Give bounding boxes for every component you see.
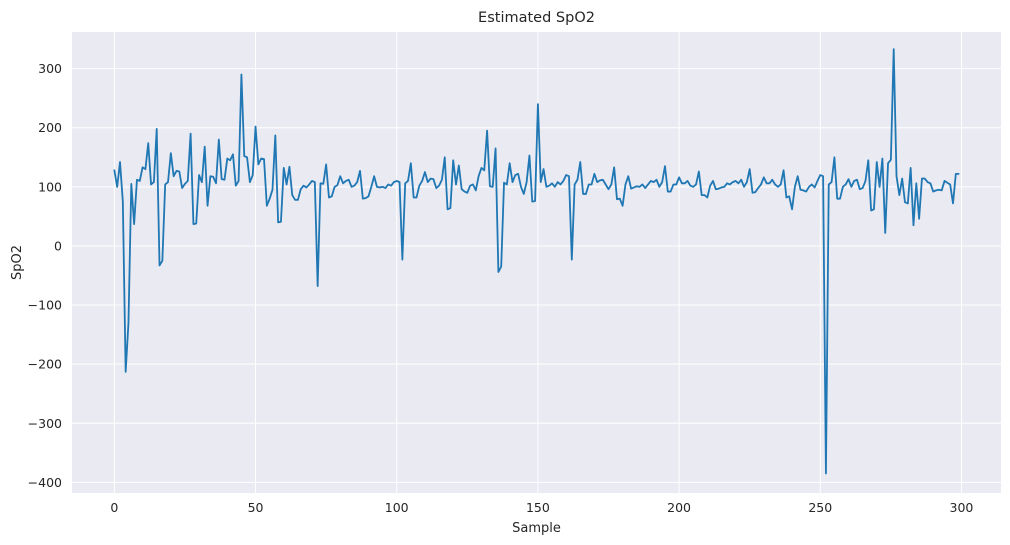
y-tick-label: −400 [28,475,62,490]
y-tick-label: −300 [28,416,62,431]
x-axis-label: Sample [512,521,561,536]
y-tick-label: 200 [38,120,62,135]
x-tick-label: 300 [950,500,974,515]
x-tick-label: 0 [110,500,118,515]
grid-lines [72,32,1001,493]
y-tick-label: 300 [38,61,62,76]
y-axis-label: SpO2 [10,245,25,280]
series-line [113,48,960,475]
tick-labels: −400 −300 −200 −100 0 100 200 300 0 50 100 150 200 25… [28,61,974,515]
x-tick-label: 100 [385,500,409,515]
chart-title: Estimated SpO2 [478,10,595,26]
y-tick-label: −100 [28,298,62,313]
x-tick-label: 50 [248,500,264,515]
y-tick-label: 100 [38,179,62,194]
y-tick-label: 0 [54,238,62,253]
series-layer [113,48,960,475]
plot-area [72,32,1001,493]
x-tick-label: 150 [526,500,550,515]
x-tick-label: 250 [808,500,832,515]
y-tick-label: −200 [28,357,62,372]
x-tick-label: 200 [667,500,691,515]
